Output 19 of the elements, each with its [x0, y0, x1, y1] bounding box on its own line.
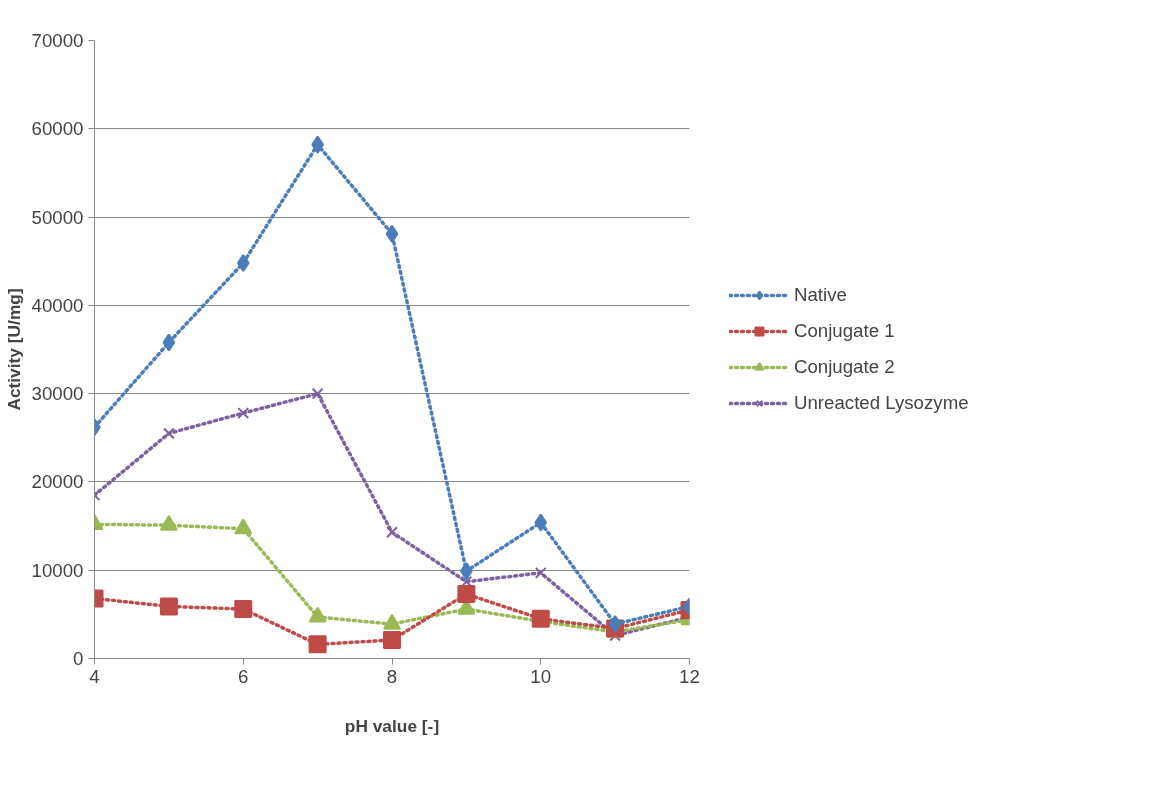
y-tick-label: 70000	[31, 30, 84, 51]
y-tick-label: 60000	[31, 118, 84, 140]
y-axis-title: Activity [U/mg]	[3, 288, 24, 411]
y-tick-label: 30000	[31, 383, 84, 405]
x-axis-title: pH value [-]	[344, 715, 440, 736]
legend-label: Native	[794, 284, 847, 306]
y-tick-label: 40000	[31, 294, 84, 316]
x-tick-label: 12	[679, 665, 700, 687]
x-tick-label: 8	[386, 665, 398, 687]
x-tick-label: 6	[238, 665, 249, 687]
legend-label: Unreacted Lysozyme	[794, 392, 969, 414]
legend-label: Conjugate 1	[794, 320, 895, 342]
y-tick-label: 50000	[31, 206, 84, 228]
y-tick-label: 20000	[31, 471, 84, 493]
x-tick-label: 4	[89, 665, 100, 687]
x-tick-label: 10	[530, 665, 552, 687]
y-tick-label: 0	[73, 648, 84, 669]
y-tick-label: 10000	[31, 559, 84, 581]
legend-label: Conjugate 2	[794, 356, 895, 378]
